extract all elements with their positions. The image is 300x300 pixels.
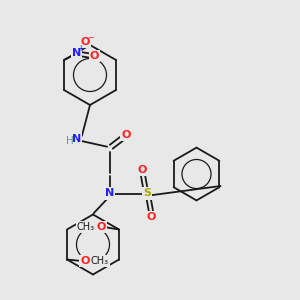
Text: O: O <box>121 130 131 140</box>
Text: N: N <box>105 188 114 199</box>
Text: O: O <box>96 222 106 232</box>
Text: +: + <box>77 44 84 53</box>
Text: −: − <box>88 33 94 42</box>
Text: O: O <box>81 37 90 47</box>
Text: O: O <box>90 51 99 61</box>
Text: CH₃: CH₃ <box>91 256 109 266</box>
Text: N: N <box>72 134 81 145</box>
Text: H: H <box>66 136 74 146</box>
Text: O: O <box>80 256 90 266</box>
Text: S: S <box>143 188 151 199</box>
Text: O: O <box>138 165 147 175</box>
Text: N: N <box>72 48 81 59</box>
Text: CH₃: CH₃ <box>77 222 95 232</box>
Text: O: O <box>147 212 156 222</box>
